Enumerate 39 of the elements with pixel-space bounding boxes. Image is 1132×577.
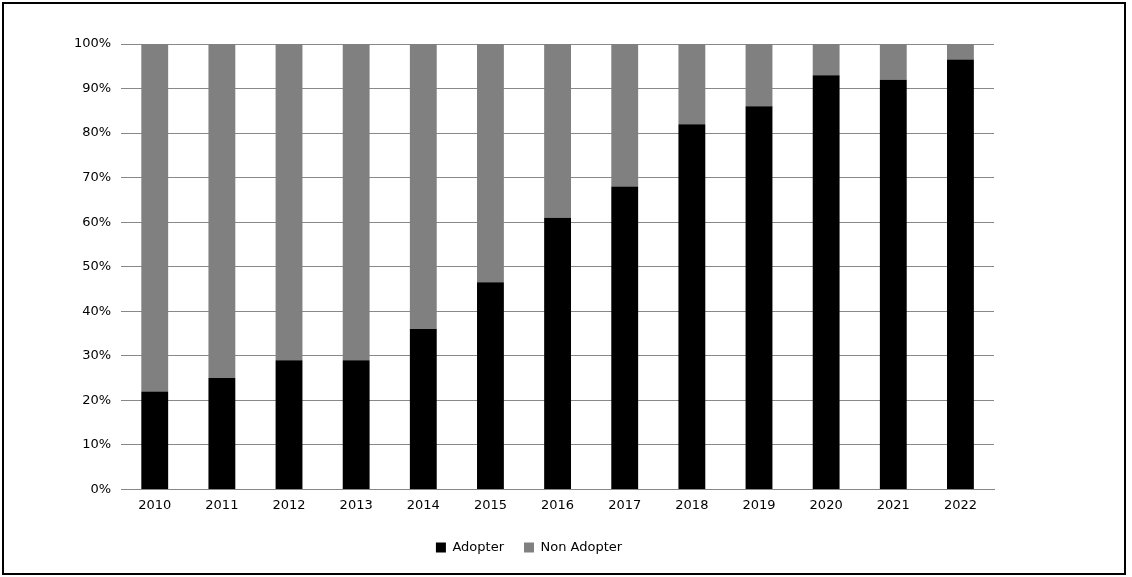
bar: [947, 59, 974, 489]
y-tick-label: 80%: [82, 124, 112, 140]
y-tick-label: 50%: [82, 258, 112, 274]
x-tick-label: 2020: [809, 496, 843, 512]
y-tick-label: 60%: [82, 213, 112, 229]
y-tick-label: 100%: [73, 35, 112, 51]
x-tick-label: 2022: [943, 496, 977, 512]
bar: [544, 217, 572, 489]
x-tick-label: 2018: [675, 496, 709, 512]
legend-label: Non Adopter: [540, 538, 623, 554]
x-tick-label: 2012: [272, 496, 306, 512]
y-tick-label: 0%: [90, 480, 112, 496]
bar: [611, 186, 639, 489]
y-tick-label: 10%: [82, 436, 112, 452]
x-tick-label: 2016: [541, 496, 575, 512]
x-tick-label: 2019: [742, 496, 776, 512]
bar: [477, 282, 504, 489]
y-tick-label: 90%: [82, 79, 112, 95]
y-tick-label: 70%: [82, 168, 112, 184]
y-tick-label: 20%: [82, 391, 112, 407]
y-tick-label: 30%: [82, 347, 112, 363]
bar: [879, 79, 907, 489]
x-tick-label: 2014: [406, 496, 440, 512]
bar: [812, 75, 840, 489]
x-tick-label: 2015: [473, 496, 507, 512]
bar: [409, 329, 437, 489]
x-tick-label: 2013: [339, 496, 373, 512]
legend-label: Adopter: [452, 538, 505, 554]
x-tick-label: 2017: [608, 496, 642, 512]
y-tick-label: 40%: [82, 302, 112, 318]
x-tick-label: 2011: [205, 496, 239, 512]
bar: [208, 378, 236, 489]
x-tick-label: 2010: [138, 496, 172, 512]
bar: [275, 360, 303, 489]
x-tick-label: 2021: [876, 496, 910, 512]
bar: [745, 106, 773, 489]
bar: [678, 124, 706, 489]
bar: [141, 391, 169, 489]
bar: [342, 360, 370, 489]
